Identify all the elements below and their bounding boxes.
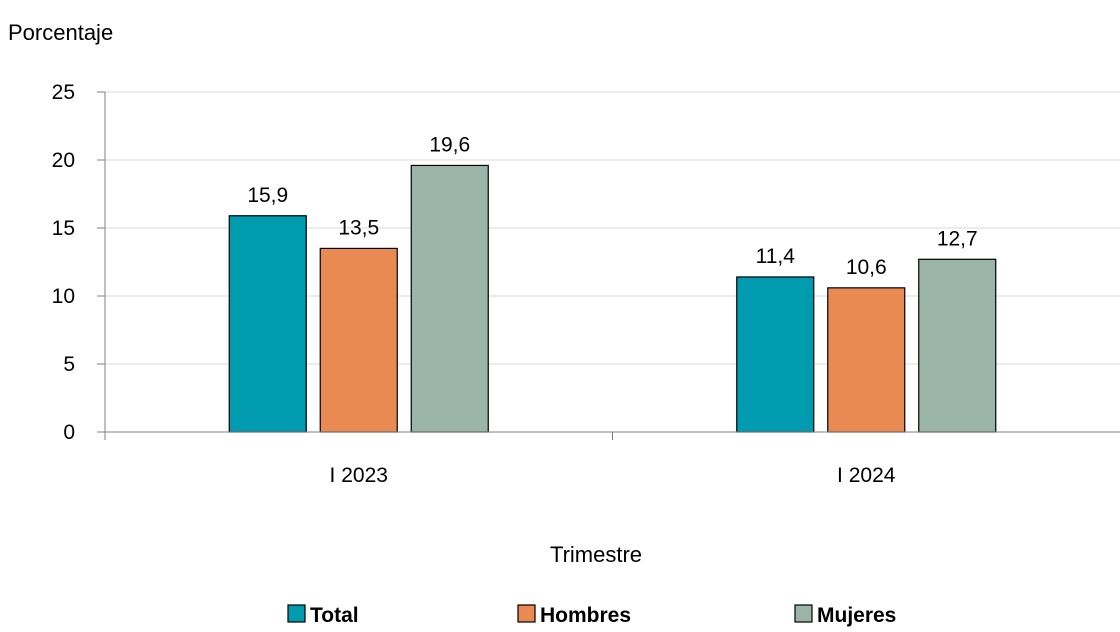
y-axis-ticks: 0 5 10 15 20 25 [52,81,106,444]
y-tick-label: 10 [52,285,75,308]
x-axis-title: Trimestre [550,542,642,567]
legend: Total Hombres Mujeres [287,604,896,627]
y-tick-label: 0 [63,421,75,444]
legend-label: Hombres [540,604,631,627]
bar-total [228,215,307,433]
bar-hombres [827,287,906,433]
x-tick-label: I 2023 [330,464,388,487]
bar-hombres [319,247,398,433]
legend-label: Mujeres [817,604,896,627]
legend-swatch [794,604,813,623]
bar-total [736,276,815,433]
x-axis: I 2023 I 2024 [104,431,1120,487]
data-label: 15,9 [247,184,288,207]
y-tick-label: 25 [52,81,75,104]
bar-mujeres [410,164,489,433]
legend-label: Total [310,604,359,627]
bar-mujeres [918,258,997,433]
legend-swatch [287,604,306,623]
legend-swatch [517,604,536,623]
x-tick-label: I 2024 [837,464,896,487]
bars: 15,9 13,5 19,6 11,4 10,6 12,7 [228,133,997,433]
y-tick-label: 5 [63,353,75,376]
data-label: 11,4 [756,245,796,268]
data-label: 19,6 [429,133,470,156]
y-tick-label: 20 [52,149,75,172]
data-label: 13,5 [338,216,379,239]
data-label: 12,7 [937,227,978,250]
data-label: 10,6 [846,256,887,279]
y-axis-title: Porcentaje [8,20,113,45]
y-tick-label: 15 [52,217,75,240]
